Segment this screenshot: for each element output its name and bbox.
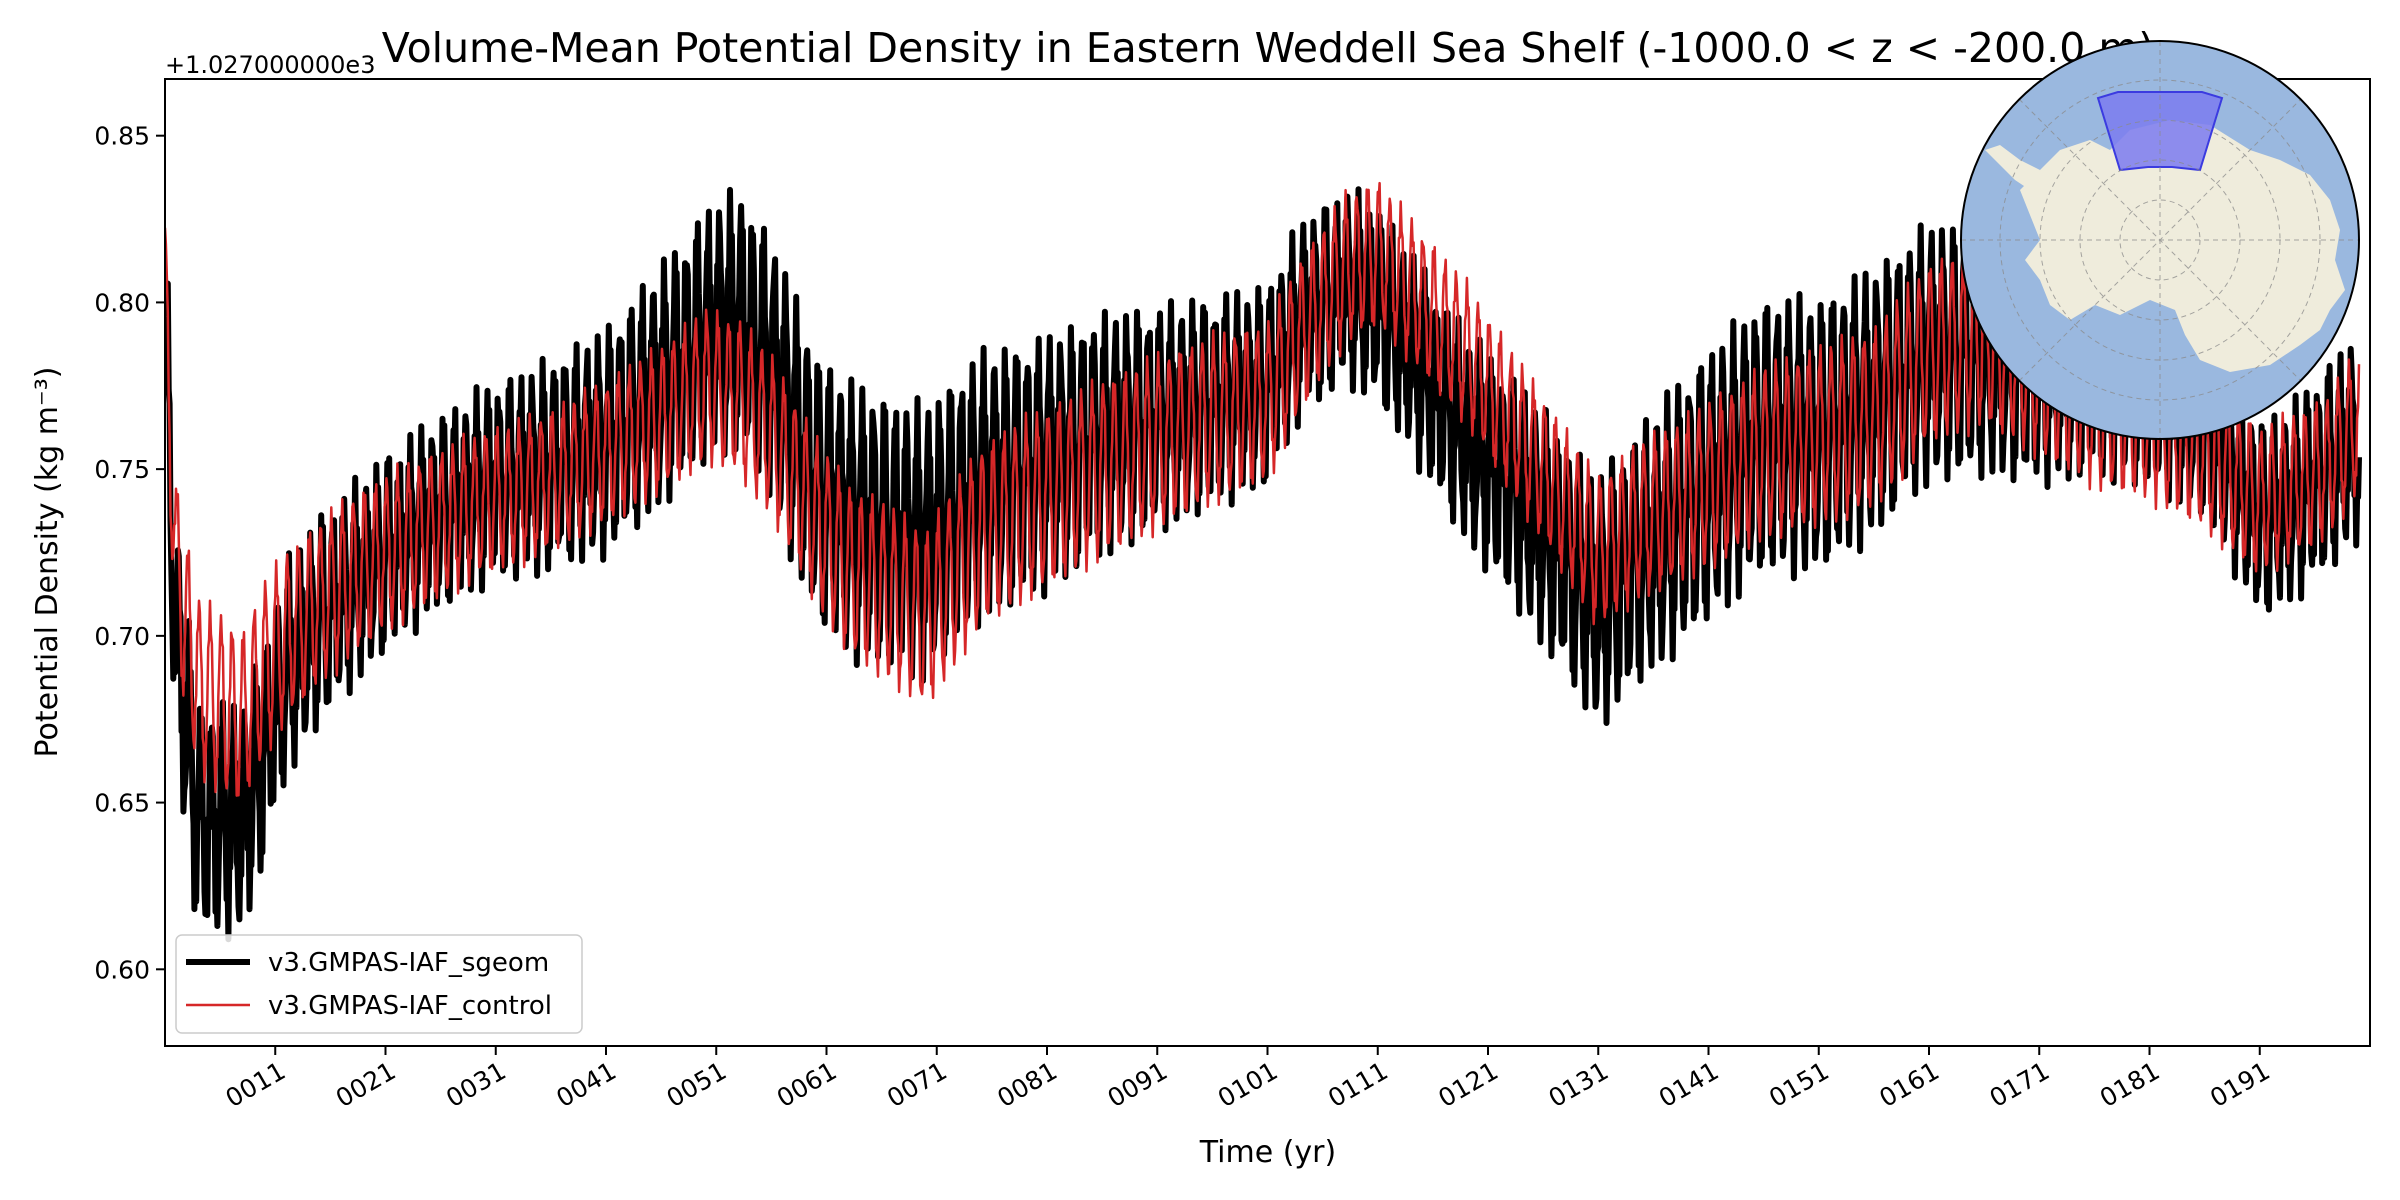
legend-label-sgeom: v3.GMPAS-IAF_sgeom xyxy=(268,948,549,978)
y-axis-offset-label: +1.027000000e3 xyxy=(165,51,375,79)
y-tick-label: 0.60 xyxy=(94,955,150,984)
y-tick-label: 0.75 xyxy=(94,455,150,484)
legend-label-control: v3.GMPAS-IAF_control xyxy=(268,991,552,1021)
inset-map-peninsula xyxy=(1985,145,2040,190)
x-axis-label: Time (yr) xyxy=(1199,1135,1336,1170)
y-tick-label: 0.80 xyxy=(94,288,150,317)
y-axis: 0.60 0.65 0.70 0.75 0.80 0.85 xyxy=(94,122,165,984)
y-tick-label: 0.65 xyxy=(94,789,150,818)
legend: v3.GMPAS-IAF_sgeom v3.GMPAS-IAF_control xyxy=(175,934,583,1034)
y-tick-label: 0.70 xyxy=(94,622,150,651)
legend-box xyxy=(175,934,583,1034)
inset-map-graticule xyxy=(1961,41,2359,439)
inset-map xyxy=(1960,40,2360,440)
y-tick-label: 0.85 xyxy=(94,122,150,151)
inset-map-border xyxy=(1960,40,2360,440)
chart-title: Volume-Mean Potential Density in Eastern… xyxy=(382,24,2155,72)
y-axis-label: Potential Density (kg m⁻³) xyxy=(30,367,65,758)
inset-map-antarctica xyxy=(2020,120,2345,372)
